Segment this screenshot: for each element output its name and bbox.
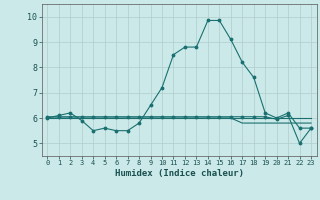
X-axis label: Humidex (Indice chaleur): Humidex (Indice chaleur) <box>115 169 244 178</box>
